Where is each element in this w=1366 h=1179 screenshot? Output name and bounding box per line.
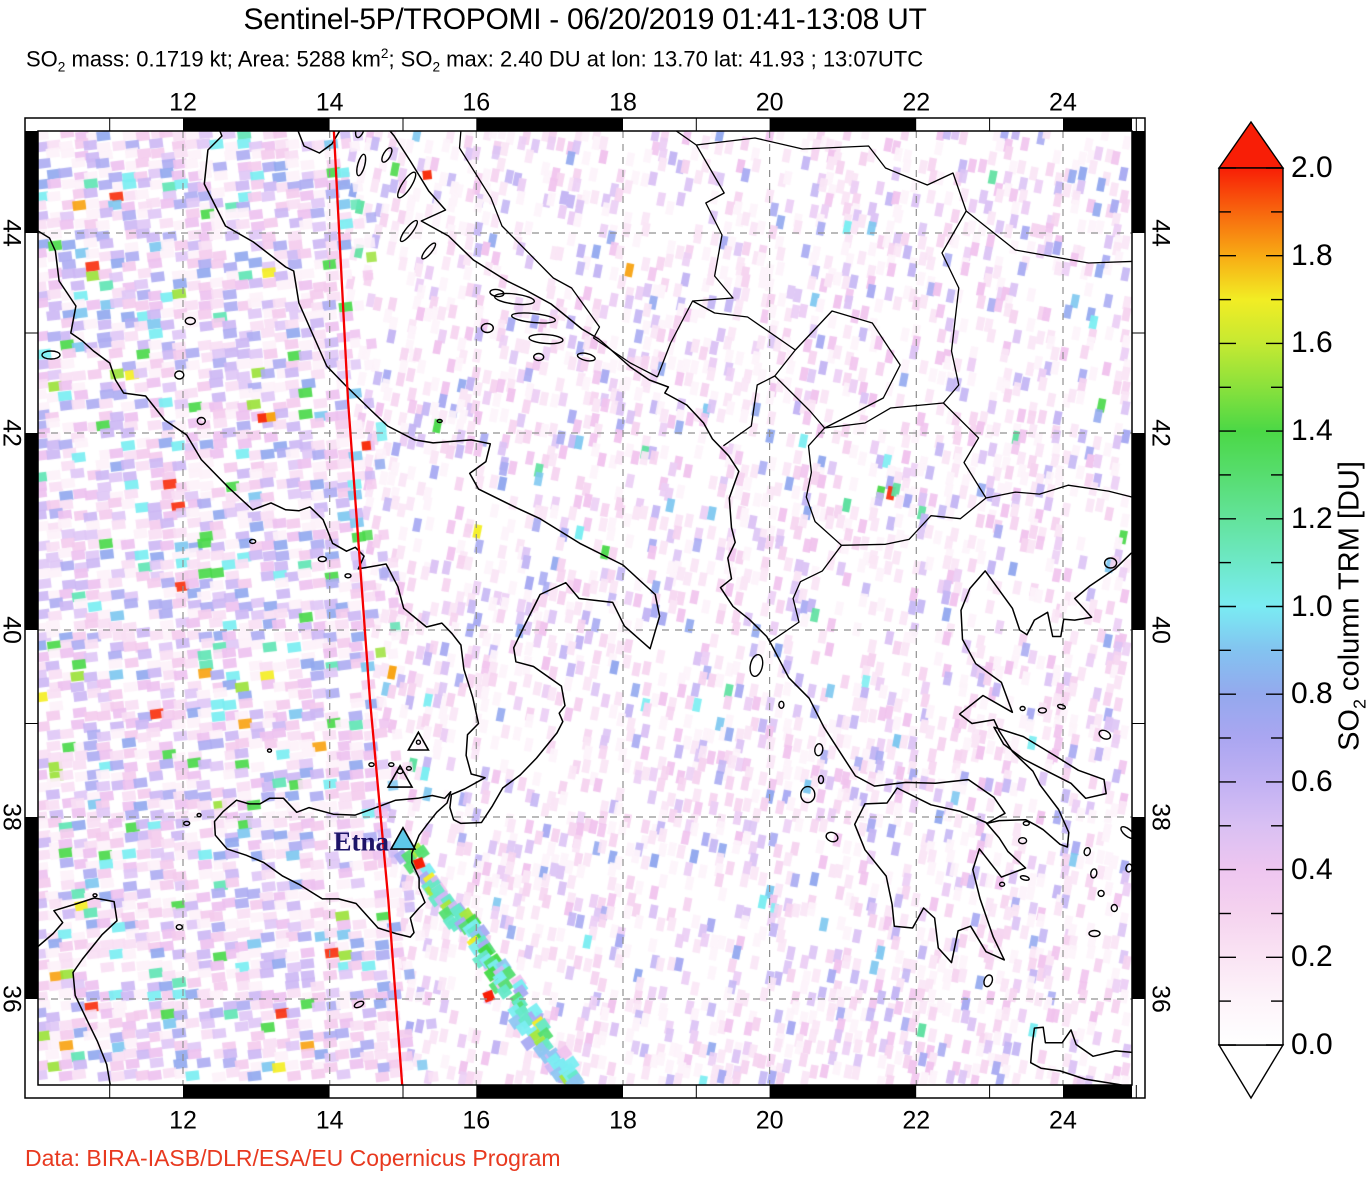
lon-tick-label-top: 24 [1049,88,1077,117]
lon-tick-label-bottom: 24 [1049,1106,1077,1135]
lon-tick-label-bottom: 14 [315,1106,344,1135]
volcano-triangle-vulcano [386,764,414,788]
lat-tick-label-left: 40 [0,616,26,644]
lon-tick-label-bottom: 22 [902,1106,931,1135]
lon-tick-label-top: 12 [169,88,197,117]
volcano-triangle-stromboli [407,730,430,751]
lat-tick-label-right: 44 [1146,219,1175,247]
colorbar-title: SO2 column TRM [DU] [1333,461,1366,751]
lat-tick-label-right: 40 [1146,616,1175,644]
volcano-triangle-etna [389,826,417,850]
lon-tick-label-top: 18 [609,88,637,117]
data-credit-text: Data: BIRA-IASB/DLR/ESA/EU Copernicus Pr… [25,1145,561,1171]
colorbar-tick-label: 1.8 [1291,238,1333,272]
lat-tick-label-right: 38 [1146,803,1175,831]
lon-tick-label-top: 14 [315,88,344,117]
colorbar-tick-label: 0.0 [1291,1028,1333,1061]
etna-volcano-label: Etna [333,826,389,857]
colorbar-tick-label: 0.4 [1291,852,1333,886]
lat-tick-label-right: 36 [1146,985,1175,1013]
lon-tick-label-bottom: 12 [169,1106,197,1135]
lat-tick-label-left: 42 [0,419,26,447]
lon-tick-label-top: 20 [755,88,784,117]
lon-tick-label-top: 16 [462,88,491,117]
colorbar-tick-label: 1.2 [1291,501,1333,535]
lon-tick-label-top: 22 [902,88,931,117]
lon-tick-label-bottom: 18 [609,1106,637,1135]
plot-subtitle: SO2 mass: 0.1719 kt; Area: 5288 km2; SO2… [26,46,924,75]
plot-title: Sentinel-5P/TROPOMI - 06/20/2019 01:41-1… [243,3,927,36]
colorbar-tick-label: 0.6 [1291,764,1333,798]
colorbar-tick-label: 0.8 [1291,677,1333,711]
colorbar-tick-label: 2.0 [1291,151,1333,184]
colorbar-tick-label: 1.0 [1291,589,1333,623]
lon-tick-label-bottom: 16 [462,1106,491,1135]
lat-tick-label-left: 38 [0,803,26,831]
colorbar-tick-label: 1.4 [1291,414,1333,448]
lat-tick-label-left: 36 [0,985,26,1013]
lon-tick-label-bottom: 20 [755,1106,784,1135]
lat-tick-label-left: 44 [0,219,26,247]
colorbar-tick-label: 0.2 [1291,940,1333,974]
colorbar-tick-label: 1.6 [1291,326,1333,360]
lat-tick-label-right: 42 [1146,419,1175,447]
